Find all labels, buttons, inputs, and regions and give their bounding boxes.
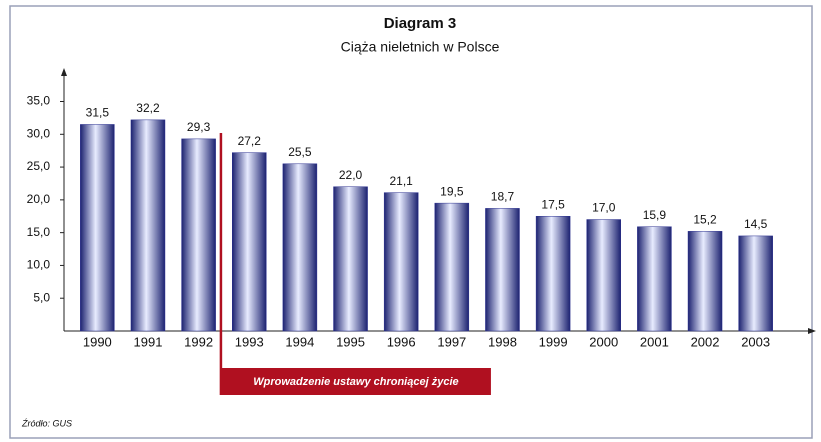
value-label: 14,5 [744, 217, 768, 231]
x-tick-label: 1991 [134, 334, 163, 349]
bar [80, 124, 115, 332]
value-label: 29,3 [187, 120, 211, 134]
bar [130, 119, 166, 332]
x-tick-label: 1994 [285, 334, 314, 349]
x-tick-label: 1999 [539, 334, 568, 349]
bar [232, 152, 267, 332]
annotation: Wprowadzenie ustawy chroniącej życie [253, 376, 458, 388]
x-tick-label: 1997 [437, 334, 466, 349]
value-label: 17,0 [592, 201, 616, 215]
x-tick-label: 1990 [83, 334, 112, 349]
bar [485, 208, 520, 332]
bar [333, 186, 368, 332]
value-label: 21,1 [389, 174, 413, 188]
x-tick-label: 2003 [741, 334, 770, 349]
x-tick-label: 2000 [589, 334, 618, 349]
y-tick-label: 15,0 [27, 225, 51, 239]
x-tick-label: 2001 [640, 334, 669, 349]
chart-title: Diagram 3 [384, 15, 457, 32]
value-label: 19,5 [440, 184, 464, 198]
chart-subtitle: Ciąża nieletnich w Polsce [341, 39, 500, 55]
x-tick-label: 1998 [488, 334, 517, 349]
value-label: 32,2 [136, 101, 160, 115]
value-label: 22,0 [339, 168, 363, 182]
bar [637, 226, 672, 332]
y-tick-label: 20,0 [27, 192, 51, 206]
value-label: 18,7 [491, 190, 515, 204]
bar [586, 219, 621, 332]
bar [282, 163, 318, 332]
x-tick-label: 1996 [387, 334, 416, 349]
value-label: 27,2 [238, 134, 262, 148]
x-tick-label: 1992 [184, 334, 213, 349]
x-tick-label: 2002 [691, 334, 720, 349]
frame [9, 5, 813, 439]
bar [687, 231, 723, 332]
y-tick-label: 10,0 [27, 258, 51, 272]
x-tick-label: 1993 [235, 334, 264, 349]
y-tick-label: 30,0 [27, 126, 51, 140]
value-label: 15,2 [693, 213, 717, 227]
bar [434, 202, 470, 332]
value-label: 25,5 [288, 145, 312, 159]
y-tick-label: 35,0 [27, 94, 51, 108]
bar [383, 192, 419, 332]
annotation-box [220, 368, 491, 395]
bar [738, 235, 773, 332]
value-label: 17,5 [541, 197, 565, 211]
bar [535, 216, 571, 332]
y-tick-label: 25,0 [27, 159, 51, 173]
source: Źródło: GUS [21, 418, 72, 428]
bar [181, 138, 216, 332]
value-label: 31,5 [86, 106, 110, 120]
value-label: 15,9 [643, 208, 667, 222]
y-tick-label: 5,0 [33, 290, 50, 304]
x-tick-label: 1995 [336, 334, 365, 349]
x-arrow [808, 328, 816, 334]
y-arrow [61, 68, 67, 76]
